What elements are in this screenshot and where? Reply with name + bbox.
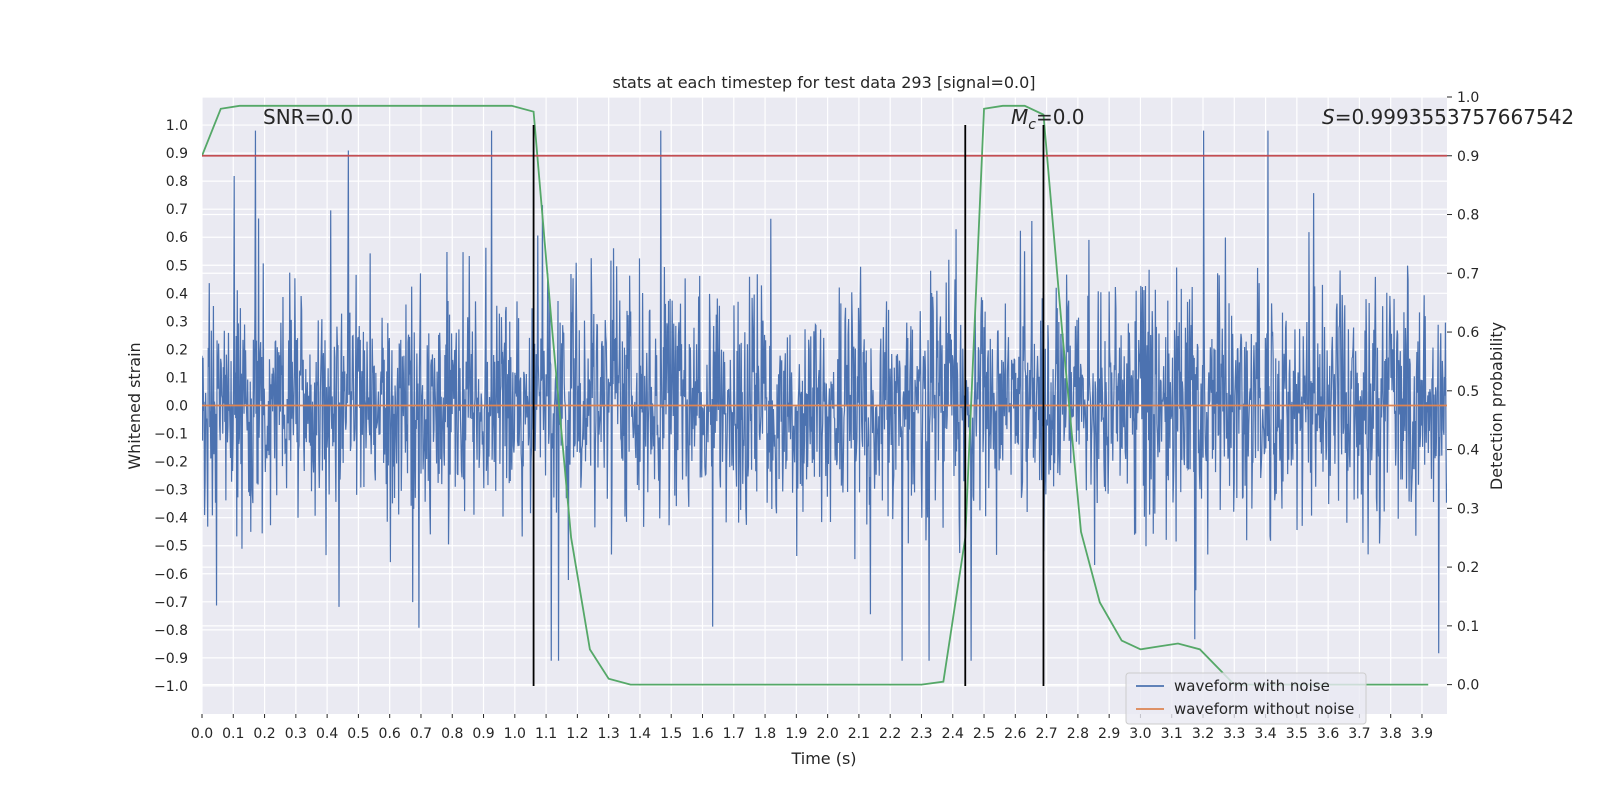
y-tick-label: −0.8 — [154, 623, 188, 639]
x-tick-label: 1.4 — [629, 726, 651, 742]
x-tick-label: 3.4 — [1254, 726, 1276, 742]
x-tick-label: 1.6 — [691, 726, 713, 742]
x-axis-ticks: 0.0 0.1 0.2 0.3 0.4 0.5 0.6 0.7 0.8 0.9 1.0 1.1 1.2 1… — [191, 714, 1433, 742]
y-axis-ticks: 1.0 0.9 0.8 0.7 0.6 0.5 0.4 0.3 0.2 0.1 0.0 −0.1 −0.… — [154, 118, 188, 695]
y2-tick-label: 1.0 — [1457, 90, 1479, 106]
chirp-mass-annotation: Mc=0.0 — [1011, 105, 1085, 133]
y-tick-label: −0.6 — [154, 567, 188, 583]
x-tick-label: 1.2 — [566, 726, 588, 742]
y-tick-label: −0.7 — [154, 595, 188, 611]
y2-tick-label: 0.4 — [1457, 443, 1479, 459]
x-tick-label: 0.9 — [472, 726, 494, 742]
y-tick-label: 0.3 — [166, 314, 188, 330]
y-axis-label: Whitened strain — [125, 342, 144, 469]
y2-tick-label: 0.0 — [1457, 678, 1479, 694]
x-tick-label: 1.1 — [535, 726, 557, 742]
legend-label-noisy: waveform with noise — [1174, 677, 1330, 695]
y2-axis-ticks: 1.0 0.9 0.8 0.7 0.6 0.5 0.4 0.3 0.2 0.1 0.0 — [1447, 90, 1479, 694]
y2-tick-label: 0.3 — [1457, 501, 1479, 517]
legend-label-clean: waveform without noise — [1174, 700, 1354, 718]
line-series-layer — [202, 104, 1447, 686]
y-tick-label: 0.5 — [166, 258, 188, 274]
y-tick-label: 0.1 — [166, 370, 188, 386]
x-tick-label: 0.4 — [316, 726, 338, 742]
x-tick-label: 2.0 — [816, 726, 838, 742]
x-tick-label: 0.7 — [410, 726, 432, 742]
y2-tick-label: 0.7 — [1457, 266, 1479, 282]
y2-axis-label: Detection probability — [1487, 322, 1506, 490]
x-tick-label: 0.2 — [253, 726, 275, 742]
x-tick-label: 3.3 — [1223, 726, 1245, 742]
x-tick-label: 2.1 — [848, 726, 870, 742]
x-tick-label: 3.1 — [1161, 726, 1183, 742]
y2-tick-label: 0.2 — [1457, 560, 1479, 576]
y2-tick-label: 0.8 — [1457, 208, 1479, 224]
x-tick-label: 2.7 — [1035, 726, 1057, 742]
x-tick-label: 1.0 — [504, 726, 526, 742]
x-tick-label: 0.5 — [347, 726, 369, 742]
y2-tick-label: 0.6 — [1457, 325, 1479, 341]
x-tick-label: 2.9 — [1098, 726, 1120, 742]
y-tick-label: 0.9 — [166, 146, 188, 162]
series-waveform-with-noise — [202, 130, 1447, 661]
y-tick-label: 0.4 — [166, 286, 188, 302]
x-tick-label: 3.8 — [1380, 726, 1402, 742]
y-tick-label: 0.6 — [166, 230, 188, 246]
x-tick-label: 2.3 — [910, 726, 932, 742]
x-tick-label: 1.9 — [785, 726, 807, 742]
y-tick-label: 0.7 — [166, 202, 188, 218]
score-symbol: S — [1322, 105, 1335, 129]
y-tick-label: 0.8 — [166, 174, 188, 190]
y2-tick-label: 0.5 — [1457, 384, 1479, 400]
y-tick-label: 0.2 — [166, 342, 188, 358]
x-tick-label: 3.2 — [1192, 726, 1214, 742]
y-tick-label: −1.0 — [154, 679, 188, 695]
x-tick-label: 0.1 — [222, 726, 244, 742]
series-detection-probability — [202, 104, 1429, 686]
y-tick-label: −0.1 — [154, 427, 188, 443]
x-tick-label: 0.8 — [441, 726, 463, 742]
x-tick-label: 1.7 — [723, 726, 745, 742]
y-tick-label: −0.9 — [154, 651, 188, 667]
x-tick-label: 2.5 — [973, 726, 995, 742]
chirp-mass-subscript: c — [1028, 117, 1036, 133]
y2-tick-label: 0.9 — [1457, 149, 1479, 165]
x-tick-label: 3.5 — [1286, 726, 1308, 742]
x-tick-label: 1.8 — [754, 726, 776, 742]
x-tick-label: 3.0 — [1129, 726, 1151, 742]
chirp-mass-symbol: M — [1011, 105, 1028, 129]
legend: waveform with noise waveform without noi… — [1125, 672, 1367, 725]
x-tick-label: 0.3 — [285, 726, 307, 742]
y-tick-label: −0.5 — [154, 539, 188, 555]
score-value: =0.9993553757667542 — [1335, 105, 1574, 129]
x-tick-label: 2.6 — [1004, 726, 1026, 742]
y-tick-label: −0.4 — [154, 511, 188, 527]
y2-tick-label: 0.1 — [1457, 619, 1479, 635]
legend-box — [1125, 672, 1367, 725]
y-tick-label: 0.0 — [166, 399, 188, 415]
vertical-markers — [532, 125, 1045, 686]
chart-title: stats at each timestep for test data 293… — [612, 73, 1035, 92]
y-tick-label: −0.2 — [154, 455, 188, 471]
x-tick-label: 1.3 — [598, 726, 620, 742]
x-tick-label: 2.8 — [1067, 726, 1089, 742]
x-tick-label: 0.6 — [379, 726, 401, 742]
y-tick-label: −0.3 — [154, 483, 188, 499]
x-tick-label: 0.0 — [191, 726, 213, 742]
chirp-mass-value: =0.0 — [1036, 105, 1085, 129]
x-tick-label: 3.9 — [1411, 726, 1433, 742]
y-tick-label: 1.0 — [166, 118, 188, 134]
x-tick-label: 3.6 — [1317, 726, 1339, 742]
noisy-waveform-series — [202, 130, 1447, 661]
snr-annotation: SNR=0.0 — [263, 105, 353, 129]
x-tick-label: 3.7 — [1348, 726, 1370, 742]
score-annotation: S=0.9993553757667542 — [1322, 105, 1574, 129]
x-tick-label: 1.5 — [660, 726, 682, 742]
x-tick-label: 2.2 — [879, 726, 901, 742]
x-tick-label: 2.4 — [942, 726, 964, 742]
x-axis-label: Time (s) — [790, 749, 856, 768]
